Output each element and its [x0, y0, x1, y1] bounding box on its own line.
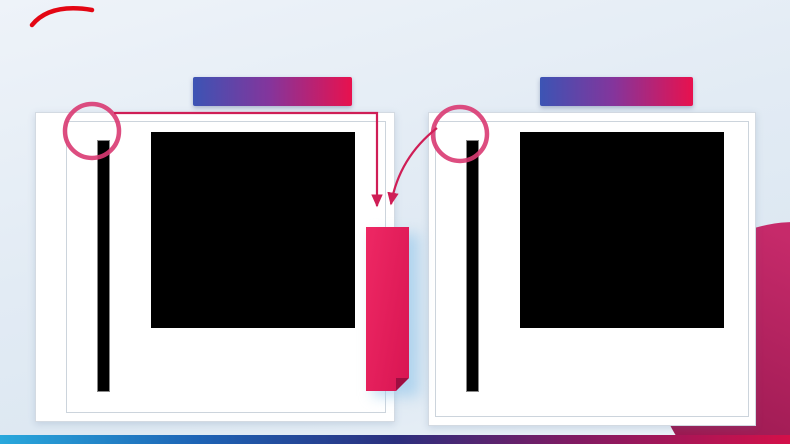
bottom-accent-bar [0, 435, 790, 444]
irradiance-heatmap [520, 132, 724, 328]
chart-frame [435, 121, 749, 417]
colorbar-gradient [466, 140, 479, 392]
chart-panel-before-focus [35, 112, 395, 422]
chart-frame [66, 121, 386, 413]
colorbar [69, 124, 115, 410]
y-axis-ticks-left [501, 132, 518, 328]
irradiance-heatmap [151, 132, 355, 328]
colorbar [438, 124, 484, 414]
logo-swoosh-icon [29, 6, 95, 28]
banner-after-focus [540, 77, 693, 106]
y-axis-ticks-left [132, 132, 149, 328]
colorbar-gradient [97, 140, 110, 392]
banner-before-focus [193, 77, 352, 106]
chart-panel-after-focus [428, 112, 756, 426]
focus-ratio-ribbon [366, 227, 409, 391]
y-axis-ticks-right [726, 132, 743, 328]
plot-area [119, 124, 377, 410]
colorbar-tick-labels [69, 140, 96, 392]
plot-area [488, 124, 746, 414]
colorbar-tick-labels [438, 140, 465, 392]
